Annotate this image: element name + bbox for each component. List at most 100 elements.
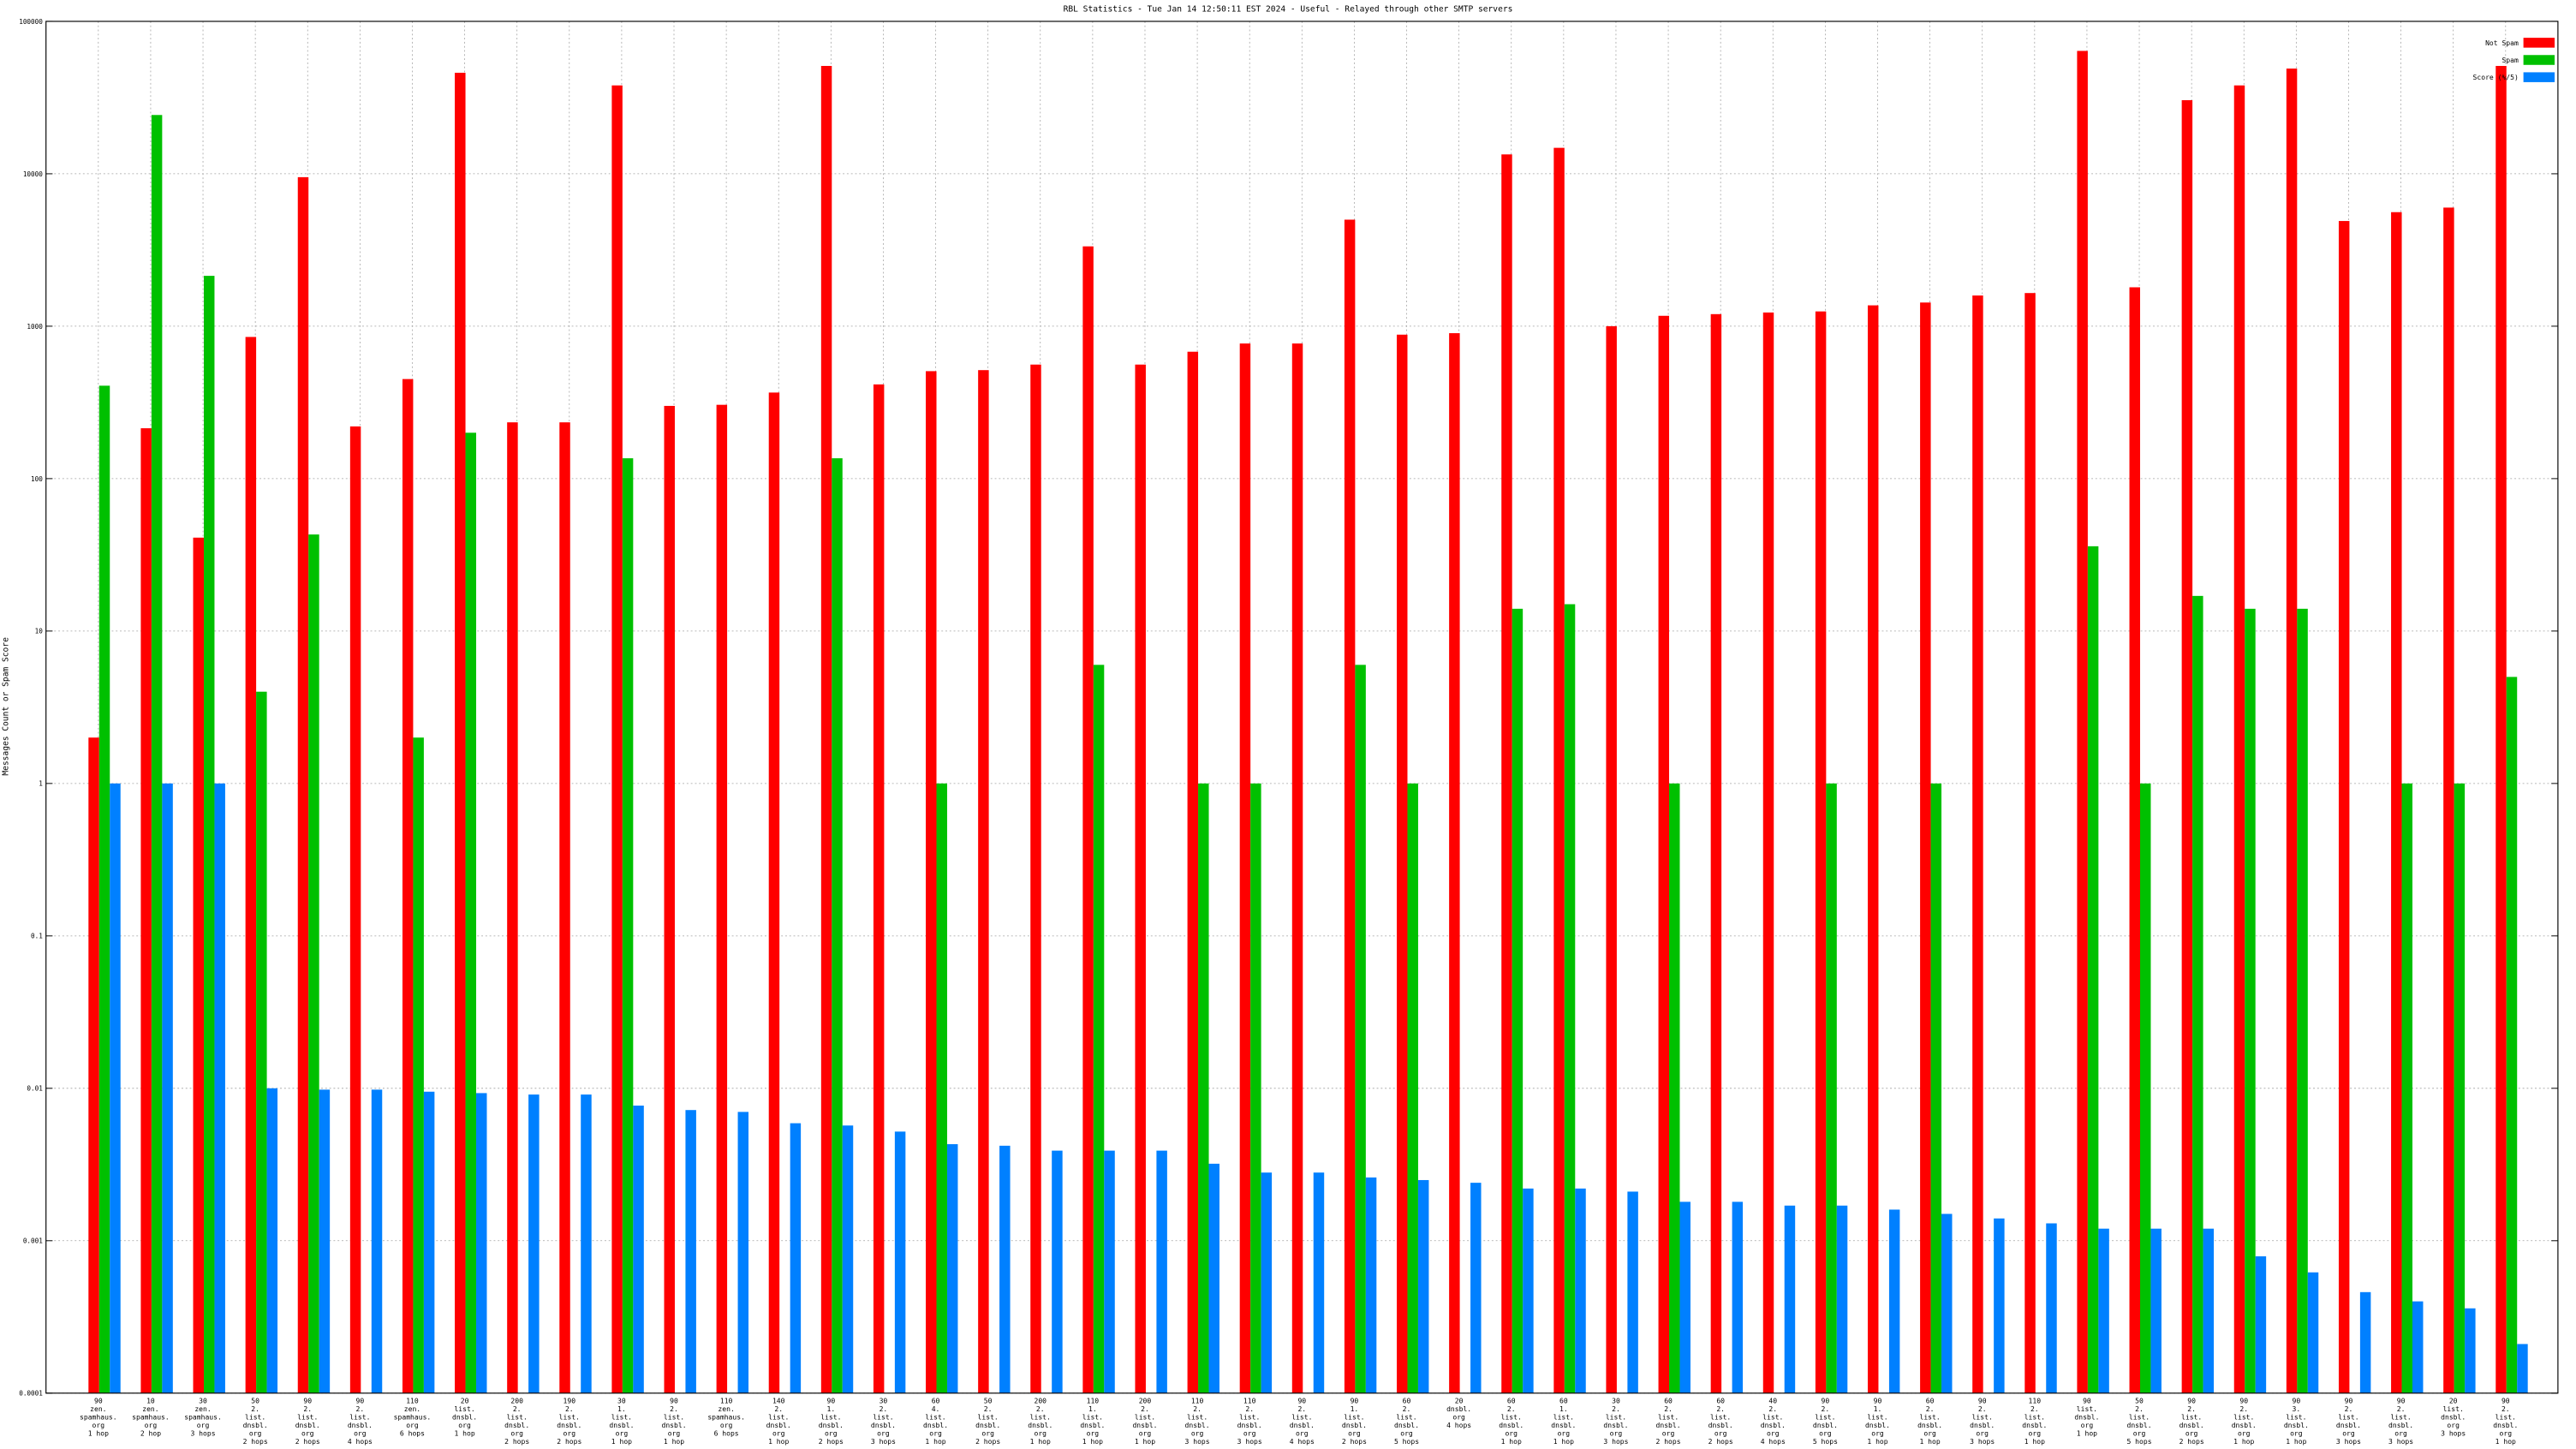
x-tick-label-line: 4 hops bbox=[348, 1438, 373, 1446]
x-tick-label-line: 90 bbox=[356, 1397, 365, 1404]
x-tick-label-line: 2. bbox=[2187, 1405, 2196, 1413]
bar bbox=[140, 428, 152, 1393]
x-tick-label-line: list. bbox=[2024, 1413, 2045, 1421]
x-tick-label-line: 50 bbox=[2135, 1397, 2144, 1404]
x-tick-label-line: org bbox=[510, 1430, 523, 1438]
x-tick-label: 90 2. list. dnsbl. org 3 hops bbox=[2336, 1397, 2361, 1446]
x-tick-label: 110 zen. spamhaus. org 6 hops bbox=[707, 1397, 745, 1437]
x-tick-label-line: 5 hops bbox=[1394, 1438, 1419, 1446]
x-tick-label-line: 1 hop bbox=[2024, 1438, 2045, 1446]
x-tick-label-line: 30 bbox=[199, 1397, 207, 1404]
x-tick-label-line: 2 hops bbox=[243, 1438, 268, 1446]
bar bbox=[1815, 311, 1827, 1393]
x-tick-label-line: dnsbl. bbox=[557, 1422, 581, 1429]
x-tick-label: 20 list. dnsbl. org 1 hop bbox=[452, 1397, 477, 1437]
bar bbox=[1198, 783, 1209, 1393]
bar bbox=[528, 1094, 540, 1393]
bar bbox=[465, 432, 477, 1393]
bar bbox=[98, 385, 110, 1393]
x-tick-label-line: org bbox=[2500, 1430, 2513, 1438]
x-tick-label-line: org bbox=[2029, 1430, 2042, 1438]
x-tick-label-line: 2. bbox=[1612, 1405, 1620, 1413]
bar bbox=[319, 1089, 331, 1393]
bar bbox=[2391, 212, 2402, 1393]
x-tick-label: 110 2. list. dnsbl. org 3 hops bbox=[1237, 1397, 1262, 1446]
x-tick-label-line: dnsbl. bbox=[2179, 1422, 2204, 1429]
x-tick-label-line: 3 hops bbox=[2388, 1438, 2413, 1446]
x-tick-label-line: 1 hop bbox=[768, 1438, 789, 1446]
x-tick-label-line: dnsbl. bbox=[923, 1422, 948, 1429]
x-tick-label: 90 2. list. dnsbl. org 3 hops bbox=[1970, 1397, 1995, 1446]
x-tick-label-line: 3 hops bbox=[190, 1430, 215, 1438]
x-tick-label-line: zen. bbox=[404, 1405, 420, 1413]
x-tick-label-line: 90 bbox=[1874, 1397, 1882, 1404]
bar bbox=[2150, 1228, 2162, 1393]
x-tick-label-line: list. bbox=[1135, 1413, 1155, 1421]
x-tick-label-line: 60 bbox=[1664, 1397, 1673, 1404]
bar bbox=[1501, 154, 1512, 1393]
x-tick-label-line: dnsbl. bbox=[295, 1422, 320, 1429]
x-tick-label-line: 2 hops bbox=[1342, 1438, 1367, 1446]
bar bbox=[1994, 1218, 2005, 1393]
bar bbox=[768, 392, 780, 1393]
bar bbox=[1135, 364, 1146, 1393]
bar bbox=[1239, 343, 1251, 1393]
bar bbox=[2412, 1301, 2424, 1393]
bar bbox=[737, 1112, 749, 1393]
bar bbox=[423, 1091, 435, 1393]
x-tick-label-line: list. bbox=[925, 1413, 945, 1421]
x-tick-label-line: 20 bbox=[2449, 1397, 2458, 1404]
bar bbox=[266, 1088, 278, 1393]
x-tick-label-line: org bbox=[2290, 1430, 2303, 1438]
bar bbox=[1972, 295, 1983, 1393]
x-tick-label-line: list. bbox=[1239, 1413, 1260, 1421]
x-tick-label-line: org bbox=[406, 1422, 419, 1429]
bar bbox=[151, 115, 163, 1393]
bar bbox=[297, 176, 309, 1393]
bar bbox=[1407, 783, 1418, 1393]
x-tick-label-line: spamhaus. bbox=[184, 1413, 222, 1421]
x-tick-label: 90 2. list. dnsbl. org 2 hops bbox=[2179, 1397, 2204, 1446]
x-tick-label-line: dnsbl. bbox=[1185, 1422, 1210, 1429]
x-tick-label-line: 90 bbox=[826, 1397, 835, 1404]
x-tick-label-line: 1. bbox=[1559, 1405, 1568, 1413]
y-tick-label: 10 bbox=[35, 628, 44, 635]
x-tick-label-line: list. bbox=[1606, 1413, 1626, 1421]
x-tick-label: 90 2. list. dnsbl. org 1 hop bbox=[2493, 1397, 2518, 1446]
x-tick-label-line: 1 hop bbox=[1135, 1438, 1155, 1446]
x-tick-label-line: org bbox=[1976, 1430, 1989, 1438]
bar bbox=[1930, 783, 1942, 1393]
x-tick-label-line: dnsbl. bbox=[1132, 1422, 1157, 1429]
x-tick-label-line: 2. bbox=[565, 1405, 574, 1413]
y-tick-label: 0.0001 bbox=[19, 1390, 43, 1398]
bar bbox=[1093, 665, 1105, 1393]
bar bbox=[832, 458, 843, 1393]
x-tick-label-line: list. bbox=[1972, 1413, 1993, 1421]
x-tick-label-line: org bbox=[1923, 1430, 1936, 1438]
bar bbox=[1104, 1150, 1115, 1393]
x-tick-label-line: 2. bbox=[2397, 1405, 2406, 1413]
x-tick-label-line: 2 hops bbox=[557, 1438, 581, 1446]
x-tick-label-line: 110 bbox=[406, 1397, 419, 1404]
bar bbox=[2139, 783, 2151, 1393]
bar bbox=[894, 1131, 906, 1393]
x-tick-label-line: 60 bbox=[1507, 1397, 1516, 1404]
x-tick-label-line: org bbox=[1191, 1430, 1204, 1438]
x-tick-label-line: 90 bbox=[2293, 1397, 2301, 1404]
x-tick-label-line: list. bbox=[2390, 1413, 2411, 1421]
x-tick-label-line: org bbox=[981, 1430, 994, 1438]
x-tick-label-line: 2. bbox=[356, 1405, 365, 1413]
bar bbox=[936, 783, 947, 1393]
x-tick-label-line: list. bbox=[768, 1413, 789, 1421]
x-tick-label-line: list. bbox=[1082, 1413, 1103, 1421]
x-tick-label-line: 1 hop bbox=[1030, 1438, 1051, 1446]
x-tick-label-line: 60 bbox=[1403, 1397, 1411, 1404]
x-tick-label-line: list. bbox=[611, 1413, 632, 1421]
x-tick-label-line: 2. bbox=[1926, 1405, 1935, 1413]
x-tick-label-line: org bbox=[772, 1430, 785, 1438]
bar bbox=[2443, 207, 2454, 1393]
bar bbox=[2454, 783, 2466, 1393]
x-tick-label-line: 110 bbox=[2029, 1397, 2042, 1404]
x-tick-label-line: list. bbox=[1815, 1413, 1835, 1421]
